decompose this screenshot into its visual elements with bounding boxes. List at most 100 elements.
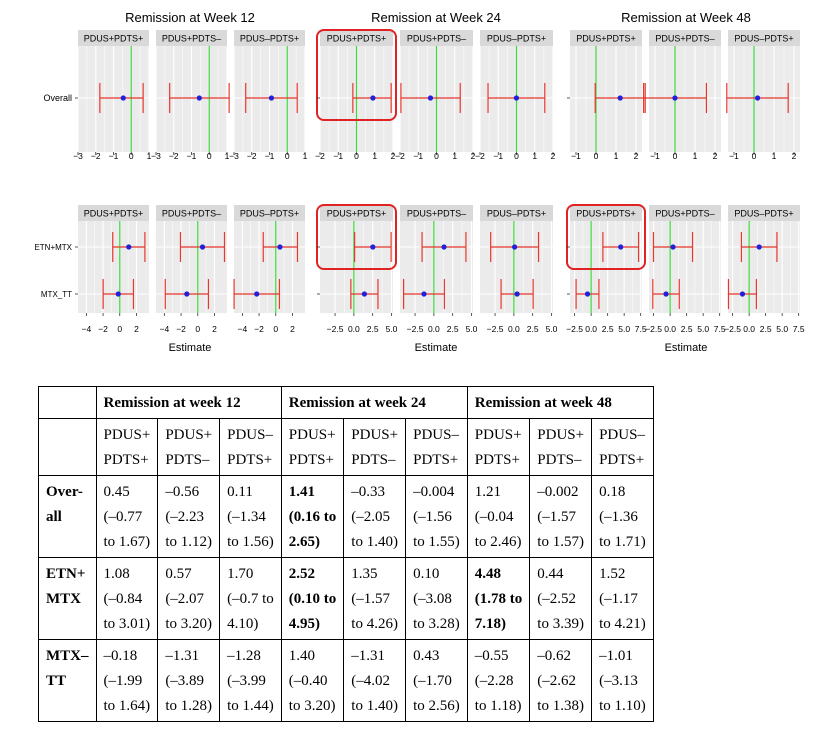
cell-line: –1.31 [165,648,200,664]
x-tick-label: −2.5 [327,324,344,334]
estimate-cell: –0.004 (–1.56 to 1.55) [405,475,468,558]
x-tick-label: −4 [238,324,248,334]
x-tick-label: −2 [98,324,108,334]
cell-line: to 3.39) [537,616,584,632]
estimate-point [670,244,676,250]
facet-strip [78,205,149,221]
cell-line: 1.41 [288,484,316,500]
x-tick-label: 0.0 [508,324,520,334]
x-tick-label: −2 [395,151,405,161]
estimate-cell: –1.01 (–3.13 to 1.10) [591,639,654,722]
cell-line: –1.01 [599,648,633,664]
cell-line: 7.18) [474,616,507,632]
panel-background [480,221,553,313]
cell-line: 0.43 [413,648,440,664]
group-header: Remission at week 12 [95,386,282,419]
estimate-cell: 0.45 (–0.77 to 1.67) [95,475,159,558]
x-tick-label: 0 [354,151,359,161]
estimate-cell: 1.21 (–0.04 to 2.46) [466,475,531,558]
x-tick-label: 0 [117,324,122,334]
facet-strip [570,30,642,46]
x-tick-label: 2.5 [447,324,459,334]
cell-line: to 3.20) [165,616,212,632]
estimate-cell: 1.70 (–0.7 to 4.10) [219,557,282,640]
facet-strip [649,30,721,46]
cell-line: (–1.99 [103,673,143,689]
x-tick-label: 1 [372,151,377,161]
facet-strip [234,205,305,221]
subgroup-header: PDUS+ PDTS– [343,418,407,476]
estimate-cell: 1.52 (–1.17 to 4.21) [591,557,654,640]
cell-line: –1.28 [227,648,261,664]
x-tick-label: −1 [571,151,581,161]
x-tick-label: −1 [650,151,660,161]
x-tick-label: 2 [134,324,139,334]
estimate-point [277,244,283,250]
x-tick-label: −2 [254,324,264,334]
facet-strip-label: PDUS+PDTS+ [84,34,144,44]
cell-line: MTX– [46,648,89,664]
x-tick-label: 2.5 [367,324,379,334]
cell-line: ETN+ [46,566,86,582]
cell-line: 4.10) [227,616,259,632]
facet-strip-label: PDUS+PDTS– [407,209,466,219]
facet-strip-label: PDUS–PDTS+ [734,209,793,219]
cell-line: to 3.20) [288,698,336,714]
cell-line: (–2.07 [165,591,205,607]
cell-line: to 1.38) [537,698,584,714]
cell-line: –0.002 [537,484,579,500]
x-tick-label: 7.5 [714,324,726,334]
cell-line: 2.65) [288,534,321,550]
facet-strip [400,30,473,46]
estimate-cell: 0.11 (–1.34 to 1.56) [219,475,282,558]
cell-line: (–1.56 [413,509,452,525]
cell-line: (–2.05 [351,509,391,525]
x-tick-label: 2 [391,151,396,161]
x-tick-label: 2 [551,151,556,161]
subgroup-header: PDUS+ PDTS+ [466,418,531,476]
x-axis-title: Estimate [169,342,212,354]
estimate-point [370,95,376,101]
estimate-point [512,244,518,250]
x-tick-label: −3 [151,151,161,161]
cell-line: to 2.56) [413,698,460,714]
x-tick-label: 0 [752,151,757,161]
facet-strip-label: PDUS–PDTS+ [240,34,299,44]
estimate-point [254,291,260,297]
cell-line: PDTS+ [599,452,645,468]
cell-line: –0.55 [474,648,509,664]
cell-line: 4.48 [474,566,502,582]
facet-strip-label: PDUS–PDTS+ [487,34,546,44]
estimate-cell: 0.57 (–2.07 to 3.20) [157,557,221,640]
estimate-point [514,291,520,297]
x-tick-label: 2 [290,324,295,334]
cell-line: to 1.28) [165,698,212,714]
estimate-cell: –0.55 (–2.28 to 1.18) [466,639,531,722]
cell-line: 1.21 [474,484,502,500]
panel-background [649,221,721,313]
estimate-cell: 1.08 (–0.84 to 3.01) [95,557,159,640]
cell-line: (–2.62 [537,673,577,689]
cell-line: 1.08 [103,566,130,582]
estimate-cell: –1.28 (–3.99 to 1.44) [219,639,282,722]
panel-background [570,221,642,313]
estimate-point [672,95,678,101]
x-tick-label: 1 [693,151,698,161]
cell-line: PDUS+ [474,427,522,443]
estimate-cell: 0.43 (–1.70 to 2.56) [405,639,468,722]
x-tick-label: −1 [413,151,423,161]
cell-line: PDUS+ [103,427,151,443]
estimate-cell: 1.41 (0.16 to 2.65) [280,475,345,558]
highlight-box [316,204,397,270]
estimate-point [184,291,190,297]
x-tick-label: −1 [265,151,275,161]
x-tick-label: 0 [273,324,278,334]
facet-strip [480,205,553,221]
highlight-box [316,29,397,121]
facet-strip [570,205,642,221]
x-tick-label: −2.5 [724,324,741,334]
estimate-point [663,291,669,297]
facet-strip-label: PDUS+PDTS– [655,34,714,44]
cell-line: to 2.46) [474,534,522,550]
y-row-label: ETN+MTX [34,243,72,252]
